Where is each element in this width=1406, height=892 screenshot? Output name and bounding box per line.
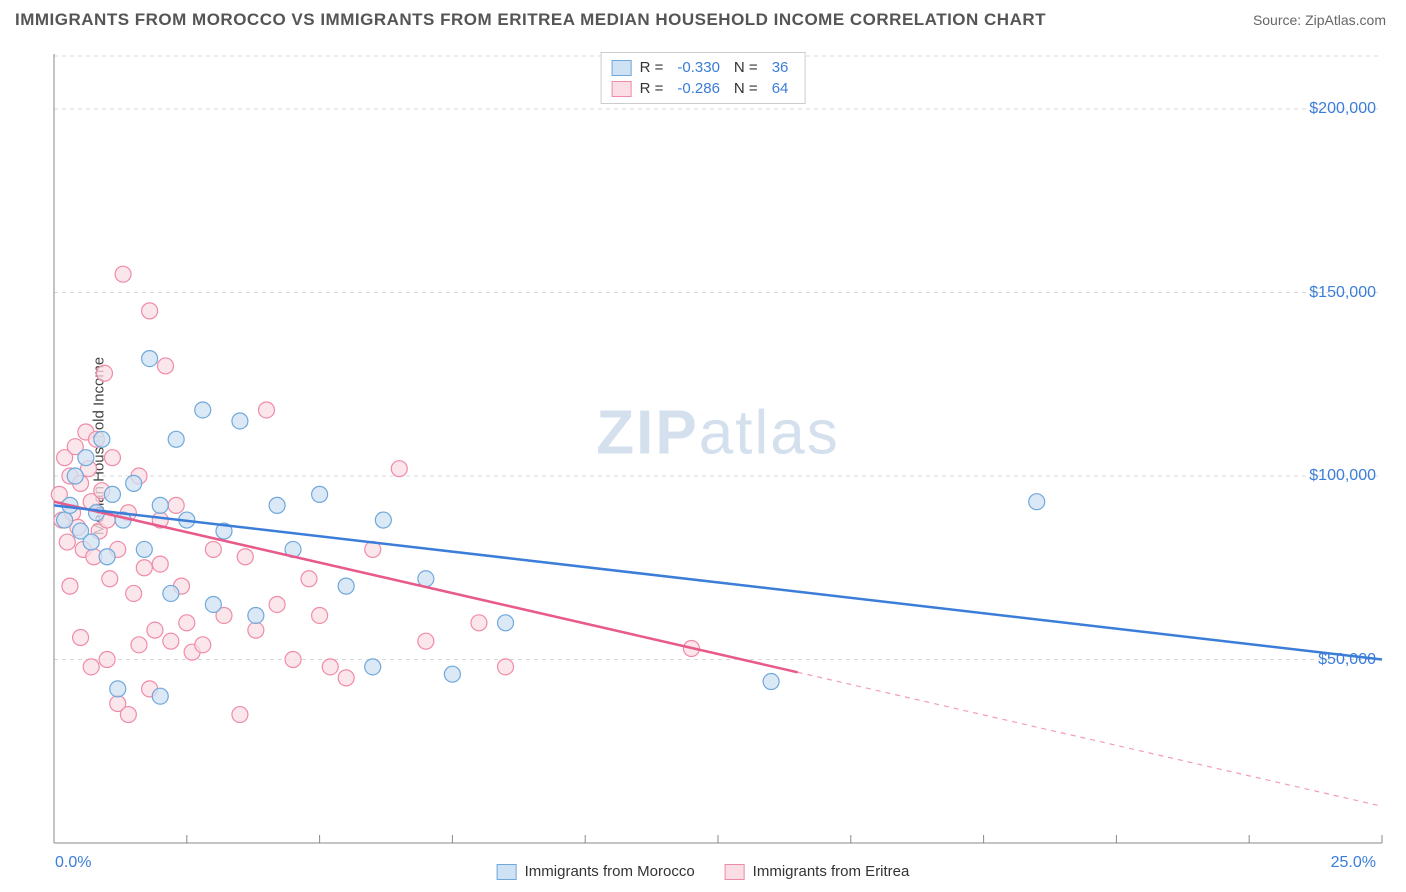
stats-row-eritrea: R = -0.286 N = 64 [612, 78, 795, 99]
series-legend: Immigrants from Morocco Immigrants from … [497, 863, 910, 880]
correlation-stats-box: R = -0.330 N = 36 R = -0.286 N = 64 [601, 52, 806, 104]
legend-morocco: Immigrants from Morocco [497, 863, 695, 880]
swatch-eritrea [612, 81, 632, 97]
chart-title: IMMIGRANTS FROM MOROCCO VS IMMIGRANTS FR… [15, 10, 1046, 30]
swatch-morocco [612, 60, 632, 76]
y-tick-label: $200,000 [1309, 100, 1376, 118]
stats-row-morocco: R = -0.330 N = 36 [612, 57, 795, 78]
source-attribution: Source: ZipAtlas.com [1253, 12, 1386, 28]
x-axis-min: 0.0% [55, 854, 91, 872]
y-tick-label: $100,000 [1309, 467, 1376, 485]
swatch-eritrea [725, 864, 745, 880]
y-tick-label: $50,000 [1318, 651, 1376, 669]
plot-area: ZIPatlas [50, 50, 1386, 847]
x-axis-max: 25.0% [1331, 854, 1376, 872]
legend-eritrea: Immigrants from Eritrea [725, 863, 910, 880]
scatter-plot-svg [50, 50, 1386, 847]
y-tick-label: $150,000 [1309, 284, 1376, 302]
swatch-morocco [497, 864, 517, 880]
